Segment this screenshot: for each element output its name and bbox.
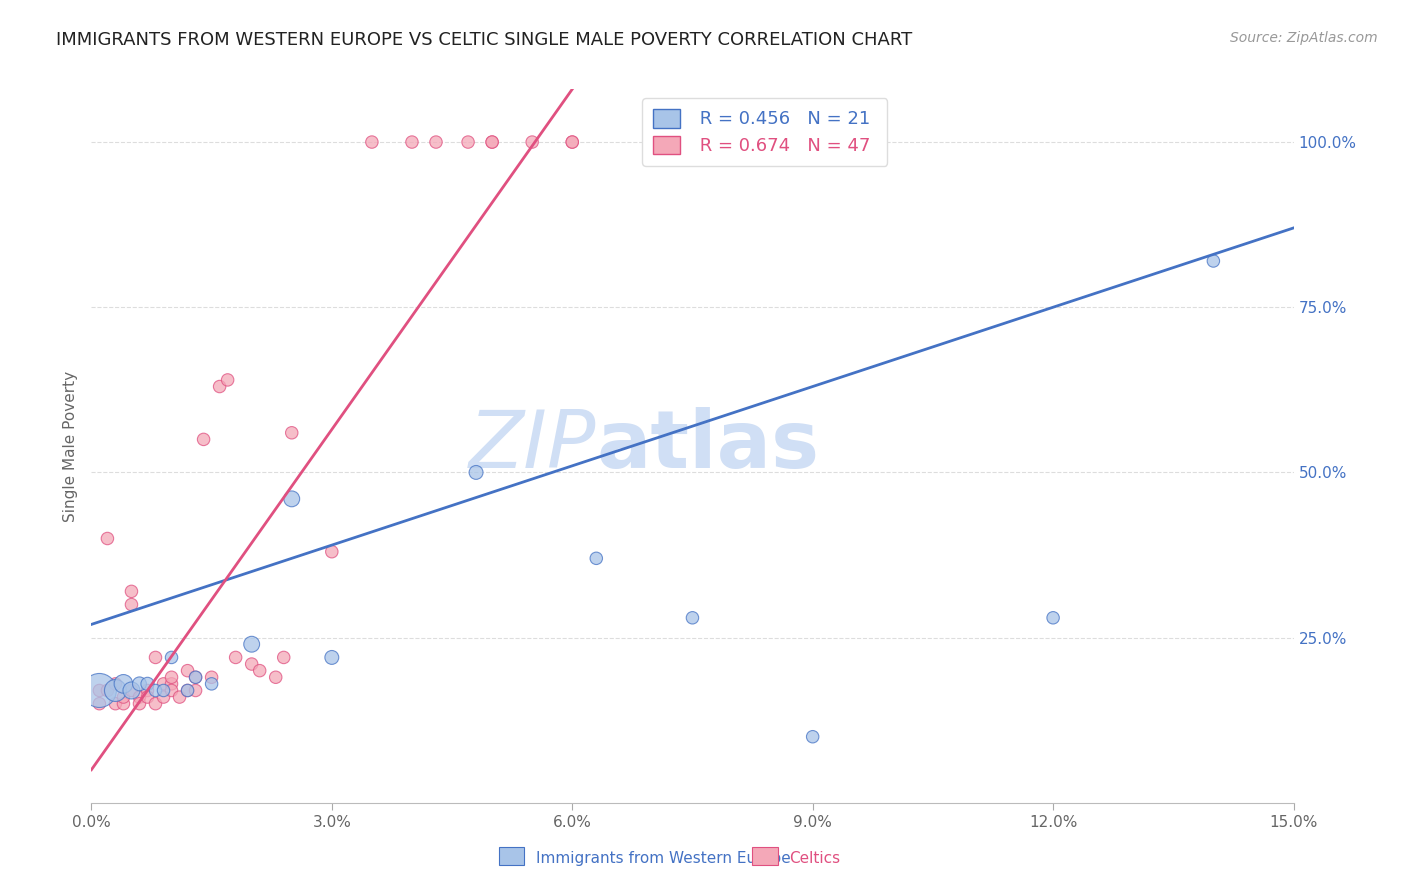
Legend:  R = 0.456   N = 21 ,  R = 0.674   N = 47 : R = 0.456 N = 21 , R = 0.674 N = 47 [643,98,887,166]
Point [112,690,135,704]
Point [481,135,503,149]
Point [273,650,295,665]
Point [465,466,488,480]
Point [176,683,198,698]
Point [401,135,423,149]
Point [217,373,239,387]
Point [264,670,287,684]
Text: IMMIGRANTS FROM WESTERN EUROPE VS CELTIC SINGLE MALE POVERTY CORRELATION CHART: IMMIGRANTS FROM WESTERN EUROPE VS CELTIC… [56,31,912,49]
Point [160,683,183,698]
Point [240,637,263,651]
Point [112,697,135,711]
Text: Source: ZipAtlas.com: Source: ZipAtlas.com [1230,31,1378,45]
Point [152,690,174,704]
Point [89,697,111,711]
Y-axis label: Single Male Poverty: Single Male Poverty [62,370,77,522]
Point [152,677,174,691]
Point [201,677,224,691]
Point [160,670,183,684]
Point [145,683,167,698]
Point [457,135,479,149]
Point [104,683,127,698]
Point [585,551,607,566]
Point [425,135,447,149]
Point [160,677,183,691]
Point [121,683,143,698]
Point [522,135,544,149]
Point [121,584,143,599]
Point [184,670,207,684]
Point [112,677,135,691]
Point [321,545,343,559]
Point [240,657,263,671]
Point [104,697,127,711]
Text: atlas: atlas [596,407,820,485]
Point [96,683,118,698]
Text: ZIP: ZIP [470,407,596,485]
Point [160,650,183,665]
Point [1202,254,1225,268]
Point [481,135,503,149]
Point [89,683,111,698]
Point [176,683,198,698]
Point [184,683,207,698]
Point [225,650,247,665]
Point [184,670,207,684]
Point [281,425,304,440]
Point [136,683,159,698]
Point [249,664,271,678]
Point [201,670,224,684]
Point [152,683,174,698]
Point [145,650,167,665]
Point [281,491,304,506]
Point [561,135,583,149]
Point [360,135,382,149]
Point [208,379,231,393]
Point [128,697,150,711]
Text: Immigrants from Western Europe: Immigrants from Western Europe [536,851,790,865]
Text: Celtics: Celtics [789,851,839,865]
Point [96,532,118,546]
Point [176,664,198,678]
Point [1042,611,1064,625]
Point [145,697,167,711]
Point [128,677,150,691]
Point [136,690,159,704]
Point [121,598,143,612]
Point [561,135,583,149]
Point [801,730,824,744]
Point [121,683,143,698]
Point [321,650,343,665]
Point [136,677,159,691]
Point [128,690,150,704]
Point [169,690,191,704]
Point [104,677,127,691]
Point [193,433,215,447]
Point [681,611,703,625]
Point [89,683,111,698]
